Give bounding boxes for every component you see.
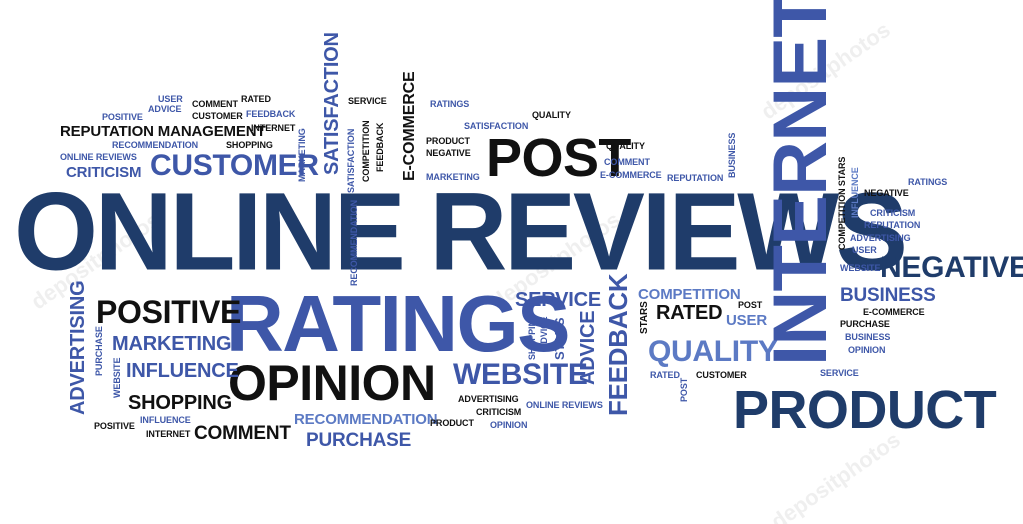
word-opinion: OPINION <box>228 355 436 411</box>
word-feedback-vertical-big: FEEDBACK <box>603 273 633 416</box>
word-shopping: SHOPPING <box>128 392 232 414</box>
word-satisfaction-vertical-2: SATISFACTION <box>346 128 356 193</box>
word-shopping-vertical: SHOPPING <box>527 313 537 360</box>
word-advertising-small-2: ADVERTISING <box>458 394 519 404</box>
word-advice-vertical: ADVICE <box>577 310 599 385</box>
word-website-vertical: WEBSITE <box>112 357 122 398</box>
word-internet-small-2: INTERNET <box>146 429 191 439</box>
word-ratings-small-2: RATINGS <box>908 177 948 187</box>
word-satisfaction-vertical: SATISFACTION <box>321 32 343 175</box>
word-ecommerce-small-2: E-COMMERCE <box>863 307 925 317</box>
word-internet-small: INTERNET <box>251 123 296 133</box>
word-customer-small-2: CUSTOMER <box>696 370 747 380</box>
word-shopping-small: SHOPPING <box>226 140 273 150</box>
word-stars-vertical: STARS <box>552 317 567 360</box>
word-positive-small: POSITIVE <box>102 112 143 122</box>
word-advertising-vertical: ADVERTISING <box>67 280 89 415</box>
word-advice: ADVICE <box>148 104 182 114</box>
word-ratings-small: RATINGS <box>430 99 470 109</box>
word-quality-small-2: QUALITY <box>606 141 645 151</box>
word-user: USER <box>726 312 768 329</box>
word-product: PRODUCT <box>733 380 997 440</box>
word-influence-small: INFLUENCE <box>140 415 191 425</box>
word-purchase: PURCHASE <box>306 430 412 451</box>
word-ecommerce-small: E-COMMERCE <box>600 170 662 180</box>
word-service-small: SERVICE <box>348 96 387 106</box>
word-opinion-small-2: OPINION <box>490 420 528 430</box>
word-positive-small-2: POSITIVE <box>94 421 135 431</box>
word-criticism-small-2: CRITICISM <box>476 407 522 417</box>
word-feedback-small: FEEDBACK <box>246 109 296 119</box>
word-ratings: RATINGS <box>226 279 570 368</box>
word-feedback-vertical: FEEDBACK <box>375 122 385 172</box>
word-rated-small: RATED <box>241 94 271 104</box>
word-service-small-2: SERVICE <box>820 368 859 378</box>
word-recommendation-small: RECOMMENDATION <box>112 140 199 150</box>
word-purchase-vertical: PURCHASE <box>94 326 104 376</box>
word-competition: COMPETITION <box>638 286 741 303</box>
word-internet: INTERNET <box>758 0 843 366</box>
word-rated-small-2: RATED <box>650 370 680 380</box>
word-recommendation: RECOMMENDATION <box>294 411 438 428</box>
word-competition-stars-vertical: COMPETITION STARS <box>837 156 847 250</box>
word-comment-small: COMMENT <box>192 99 238 109</box>
word-customer: CUSTOMER <box>150 149 319 182</box>
word-marketing: MARKETING <box>112 333 232 355</box>
word-reputation-management: REPUTATION MANAGEMENT <box>60 123 266 140</box>
word-competition-vertical: COMPETITION <box>361 120 371 182</box>
word-stars-vertical-2: STARS <box>639 301 650 334</box>
word-customer-small: CUSTOMER <box>192 111 243 121</box>
word-business-small: BUSINESS <box>845 332 891 342</box>
word-ecommerce-vertical: E-COMMERCE <box>401 71 418 181</box>
word-recommendation-vertical: RECOMMENDATION <box>349 199 359 286</box>
word-positive: POSITIVE <box>96 294 242 330</box>
word-user-small-2: USER <box>852 245 877 255</box>
watermark: depositphotos <box>766 426 905 524</box>
word-website-small: WEBSITE <box>840 263 881 273</box>
word-marketing-vertical: MARKETING <box>297 128 307 182</box>
word-comment: COMMENT <box>194 423 291 444</box>
word-satisfaction-small: SATISFACTION <box>464 121 529 131</box>
word-online-reviews: ONLINE REVIEWS <box>14 169 908 294</box>
word-influence: INFLUENCE <box>126 360 239 382</box>
word-purchase-small: PURCHASE <box>840 319 890 329</box>
word-criticism-small: CRITICISM <box>870 208 916 218</box>
word-negative-small-2: NEGATIVE <box>864 188 909 198</box>
word-post-small: POST <box>738 300 763 310</box>
word-service: SERVICE <box>515 289 602 311</box>
word-product-small-2: PRODUCT <box>430 418 474 428</box>
word-quality-small: QUALITY <box>532 110 571 120</box>
word-quality: QUALITY <box>648 335 778 368</box>
word-marketing-small: MARKETING <box>426 172 480 182</box>
word-business: BUSINESS <box>840 285 936 306</box>
word-reputation-small: REPUTATION <box>667 173 724 183</box>
word-influence-vertical: INFLUENCE <box>850 167 860 218</box>
word-comment-small-2: COMMENT <box>604 157 650 167</box>
word-criticism: CRITICISM <box>66 164 142 181</box>
word-business-vertical: BUSINESS <box>727 132 737 178</box>
word-online-reviews-small-2: ONLINE REVIEWS <box>526 400 603 410</box>
word-negative: NEGATIVE <box>880 251 1023 284</box>
word-rated: RATED <box>656 302 723 324</box>
word-post: POST <box>486 128 631 188</box>
word-advertising-small: ADVERTISING <box>850 233 911 243</box>
word-website: WEBSITE <box>453 358 588 391</box>
word-product-small: PRODUCT <box>426 136 470 146</box>
word-advice-vertical-small: ADVICE <box>539 316 549 350</box>
word-post-vertical: POST <box>679 377 689 402</box>
word-online-reviews-small: ONLINE REVIEWS <box>60 152 137 162</box>
word-negative-small: NEGATIVE <box>426 148 471 158</box>
word-reputation-small-2: REPUTATION <box>864 220 921 230</box>
word-user: USER <box>158 94 183 104</box>
word-opinion-small: OPINION <box>848 345 886 355</box>
